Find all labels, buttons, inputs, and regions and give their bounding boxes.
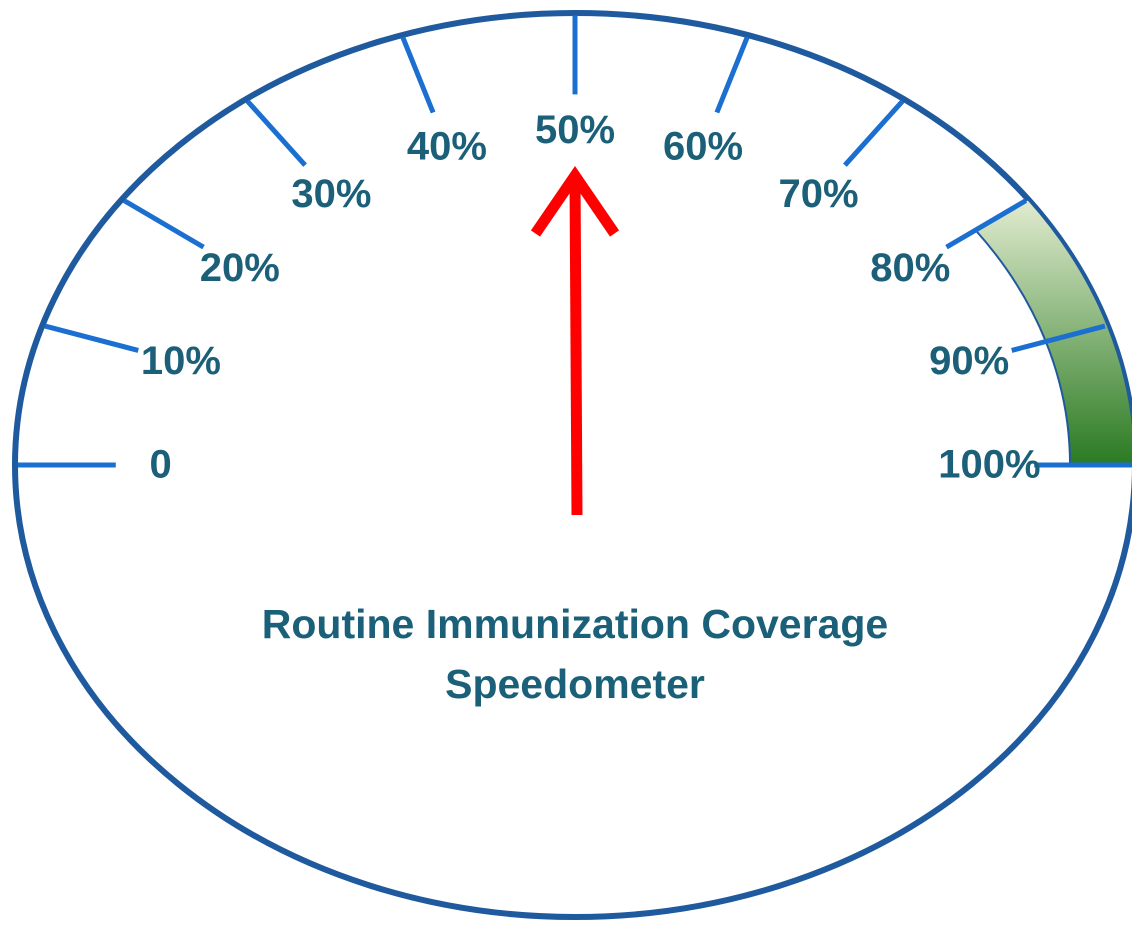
tick-mark <box>945 198 1028 250</box>
tick-mark <box>843 99 905 167</box>
tick-label: 70% <box>779 172 859 216</box>
tick-label: 40% <box>407 124 487 168</box>
tick-label: 90% <box>929 339 1009 383</box>
tick-label: 0 <box>149 443 171 487</box>
chart-title: Routine Immunization Coverage Speedomete… <box>261 601 889 707</box>
tick-label: 30% <box>291 172 371 216</box>
tick-mark <box>245 99 307 167</box>
tick-label: 80% <box>870 246 950 290</box>
tick-label: 100% <box>938 443 1040 487</box>
tick-label: 20% <box>200 246 280 290</box>
tick-label: 60% <box>663 124 743 168</box>
tick-mark <box>122 198 205 250</box>
tick-mark <box>44 323 139 353</box>
tick-mark <box>400 36 436 114</box>
tick-label: 50% <box>535 108 615 152</box>
needle <box>530 165 620 516</box>
tick-label: 10% <box>141 339 221 383</box>
tick-mark <box>714 36 750 114</box>
tick-mark <box>1011 323 1106 353</box>
